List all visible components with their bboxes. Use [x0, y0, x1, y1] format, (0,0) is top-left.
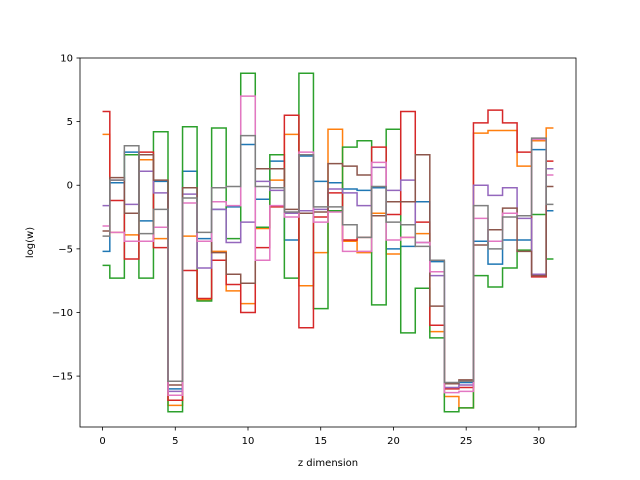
y-tick-label: 0	[67, 181, 73, 192]
x-tick-label: 10	[242, 436, 255, 447]
y-axis-label: log(w)	[25, 227, 36, 258]
y-tick-label: 5	[67, 117, 73, 128]
x-tick-label: 20	[387, 436, 400, 447]
x-tick-label: 25	[460, 436, 473, 447]
x-axis: 0 5 10 15 20 25 30	[99, 427, 545, 447]
x-tick-label: 30	[533, 436, 546, 447]
y-tick-label: −15	[52, 372, 73, 383]
x-tick-label: 15	[314, 436, 327, 447]
y-tick-label: −5	[58, 244, 73, 255]
y-tick-label: 10	[60, 54, 73, 65]
series-line-8	[102, 134, 554, 384]
series-layer	[102, 72, 554, 413]
x-tick-label: 5	[172, 436, 178, 447]
y-axis: −15 −10 −5 0 5 10	[52, 54, 80, 383]
x-tick-label: 0	[99, 436, 105, 447]
axes-frame	[79, 57, 577, 428]
series-line-6	[102, 153, 554, 386]
y-tick-label: −10	[52, 308, 73, 319]
series-line-3	[102, 72, 554, 413]
x-axis-label: z dimension	[298, 458, 358, 469]
